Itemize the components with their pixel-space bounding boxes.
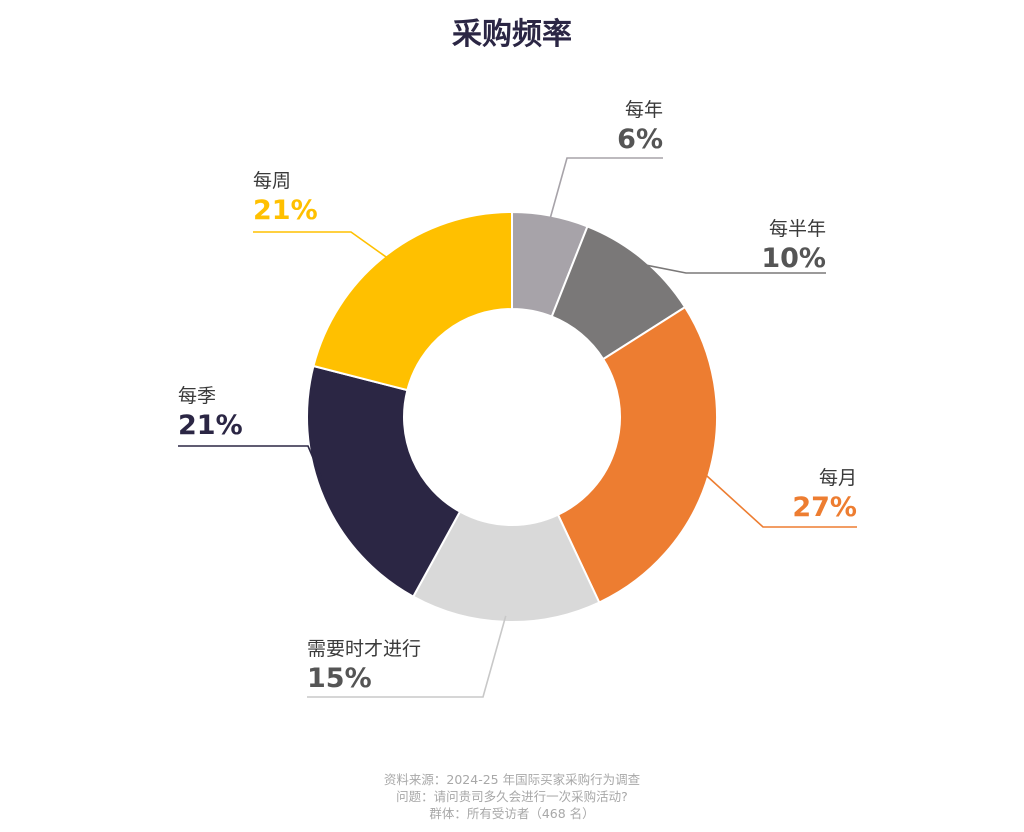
slice-category-label: 需要时才进行: [307, 638, 421, 660]
slice-category-label: 每季: [178, 385, 216, 407]
slice-category-label: 每周: [253, 170, 291, 192]
slice-value-label: 6%: [617, 124, 663, 155]
donut-slice: [556, 305, 718, 604]
footer-source: 资料来源：2024-25 年国际买家采购行为调查: [384, 772, 641, 787]
slice-category-label: 每半年: [769, 218, 826, 240]
slice-value-label: 21%: [178, 410, 243, 441]
slice-value-label: 15%: [307, 663, 372, 694]
slice-value-label: 21%: [253, 195, 318, 226]
leader-lines: [178, 157, 857, 698]
leader-line: [307, 615, 507, 698]
leader-line: [702, 471, 857, 528]
leader-line: [638, 262, 826, 274]
slice-value-label: 27%: [792, 492, 857, 523]
donut-slice: [411, 510, 601, 623]
chart-title: 采购频率: [452, 17, 572, 52]
donut-slices: [306, 210, 718, 623]
donut-slice: [312, 210, 513, 392]
leader-line: [253, 231, 391, 261]
donut-slice: [306, 364, 462, 599]
slice-value-label: 10%: [761, 243, 826, 274]
slice-category-label: 每年: [625, 99, 663, 121]
footer-group: 群体：所有受访者（468 名）: [429, 806, 594, 821]
leader-line: [178, 445, 331, 497]
slice-category-label: 每月: [819, 467, 857, 489]
leader-line: [548, 157, 663, 222]
source-footnote: 资料来源：2024-25 年国际买家采购行为调查 问题：请问贵司多久会进行一次采…: [384, 772, 641, 821]
footer-question: 问题：请问贵司多久会进行一次采购活动?: [396, 789, 628, 804]
slice-labels: 每年 6% 每半年 10% 每月 27% 需要时才进行 15% 每季 21% 每周 21%: [178, 99, 857, 694]
